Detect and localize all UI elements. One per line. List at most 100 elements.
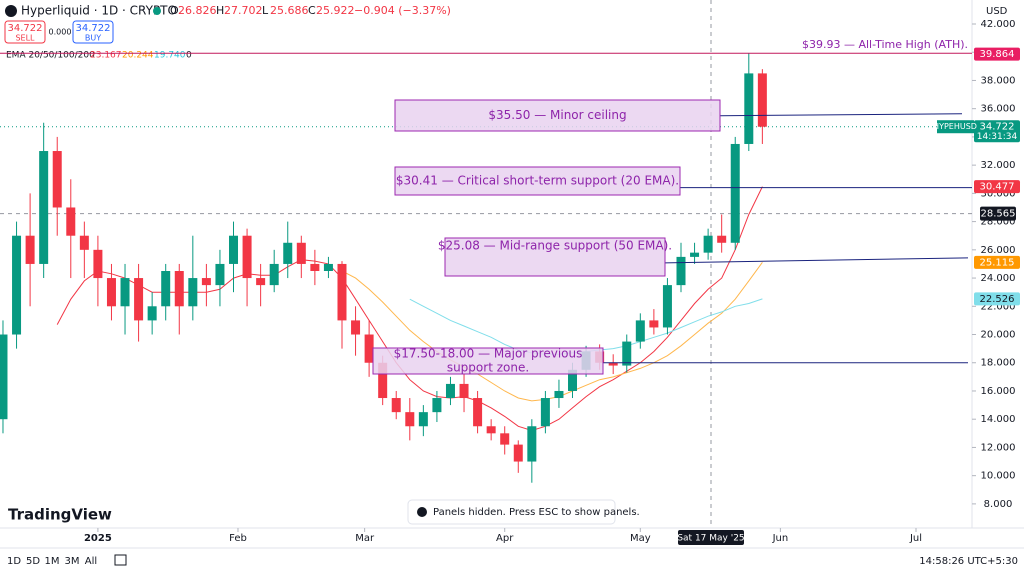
- x-tick-label: Feb: [229, 533, 247, 544]
- candle-body: [364, 334, 374, 363]
- crosshair-date: Sat 17 May '25: [677, 534, 744, 544]
- candle-body: [703, 235, 713, 253]
- candle-body: [459, 383, 469, 399]
- candle-body: [323, 263, 333, 271]
- candle-body: [486, 426, 496, 434]
- x-tick-label: 2025: [84, 533, 112, 544]
- x-tick-label: Mar: [355, 533, 375, 544]
- annotation-text: $25.08 — Mid-range support (50 EMA).: [438, 239, 672, 253]
- candle-body: [676, 256, 686, 286]
- ema-value: 23.167: [90, 51, 122, 61]
- y-tick-label: 16.000: [981, 386, 1016, 397]
- y-tick-label: 12.000: [981, 442, 1016, 453]
- range-button[interactable]: 1M: [45, 556, 60, 567]
- candle-body: [554, 390, 564, 399]
- candle-body: [351, 320, 361, 335]
- candle-body: [730, 143, 740, 243]
- annotation-text: $35.50 — Minor ceiling: [488, 108, 626, 122]
- toolbar: 1D 5D 1M 3M All: [7, 556, 97, 567]
- price-label-box: [974, 120, 1020, 143]
- market-status: [153, 7, 161, 15]
- ema-value: 20.244: [122, 51, 154, 61]
- info-icon: [417, 507, 427, 517]
- candle-body: [690, 252, 700, 257]
- y-tick-label: 20.000: [981, 330, 1016, 341]
- candle-body: [378, 362, 388, 399]
- annotation-box: [444, 237, 666, 277]
- candle-body: [391, 398, 401, 413]
- y-tick-label: 10.000: [981, 471, 1016, 482]
- crosshair-price-box: [980, 206, 1016, 221]
- x-tick-label: May: [630, 533, 651, 544]
- y-tick-label: 8.000: [984, 499, 1013, 510]
- ohlc-value: 25.922: [316, 4, 355, 17]
- y-tick-label: 22.000: [981, 301, 1016, 312]
- candle-body: [568, 369, 578, 391]
- candle-body: [662, 285, 672, 328]
- candle-body: [296, 242, 306, 264]
- candle-body: [201, 278, 211, 286]
- range-button[interactable]: All: [85, 556, 97, 567]
- candle-body: [256, 278, 266, 286]
- candle-body: [500, 433, 510, 445]
- candle-body: [120, 278, 130, 307]
- ohlc-key: L: [262, 4, 269, 17]
- annotation-text: $17.50-18.00 — Major previous: [394, 347, 583, 361]
- candle-body: [310, 263, 320, 271]
- range-button[interactable]: 3M: [65, 556, 80, 567]
- candle-body: [418, 412, 428, 427]
- candle-body: [405, 412, 415, 427]
- logo: TradingView: [8, 506, 112, 524]
- candle-body: [757, 73, 767, 127]
- ema-line: [341, 262, 763, 402]
- crosshair-date-box: [678, 530, 744, 545]
- buy-button[interactable]: [72, 20, 114, 44]
- crosshair-price: 28.565: [981, 209, 1016, 220]
- currency: USD: [986, 6, 1008, 17]
- y-tick-label: 36.000: [981, 104, 1016, 115]
- price-label: 39.864: [980, 49, 1015, 60]
- notice-box: [407, 499, 616, 525]
- candle-body: [635, 320, 645, 342]
- x-tick-label: Jul: [909, 533, 922, 544]
- candle-body: [161, 271, 171, 307]
- ohlc-change: −0.904 (−3.37%): [354, 4, 451, 17]
- candle-body: [229, 235, 239, 264]
- price-label-box: [974, 292, 1020, 306]
- x-tick-label: Apr: [496, 533, 514, 544]
- level-line: [664, 257, 969, 264]
- ohlc-key: C: [308, 4, 316, 17]
- y-tick-label: 18.000: [981, 358, 1016, 369]
- candle-body: [215, 263, 225, 286]
- clock: 14:58:26 UTC+5:30: [919, 556, 1018, 567]
- symbol-icon: [5, 5, 17, 17]
- candle-body: [66, 207, 76, 236]
- annotation-text: $39.93 — All-Time High (ATH).: [802, 38, 968, 51]
- candle-body: [513, 444, 523, 462]
- candle-body: [39, 151, 49, 264]
- candle-body: [608, 362, 618, 366]
- candle-body: [106, 278, 116, 307]
- candle-body: [649, 320, 659, 328]
- candle-body: [25, 235, 35, 264]
- candle-body: [134, 278, 144, 321]
- calendar-icon[interactable]: [114, 554, 127, 566]
- symbol-title: Hyperliquid · 1D · CRYPTO: [21, 4, 177, 18]
- candle-body: [174, 271, 184, 307]
- candle-body: [93, 249, 103, 279]
- y-tick-label: 32.000: [981, 160, 1016, 171]
- buy-price: 34.722: [76, 23, 111, 34]
- sell-button[interactable]: [4, 20, 46, 44]
- sell-price: 34.722: [8, 23, 43, 34]
- range-button[interactable]: 1D: [7, 556, 21, 567]
- candle-body: [717, 235, 727, 243]
- price-label-box: [974, 180, 1020, 194]
- ohlc-key: O: [170, 4, 179, 17]
- annotation-text: support zone.: [447, 361, 529, 375]
- y-tick-label: 24.000: [981, 273, 1016, 284]
- price-label-time: 14:31:34: [977, 132, 1018, 142]
- ema-value: 19.740: [154, 51, 186, 61]
- range-button[interactable]: 5D: [26, 556, 40, 567]
- annotation-box: [394, 166, 681, 196]
